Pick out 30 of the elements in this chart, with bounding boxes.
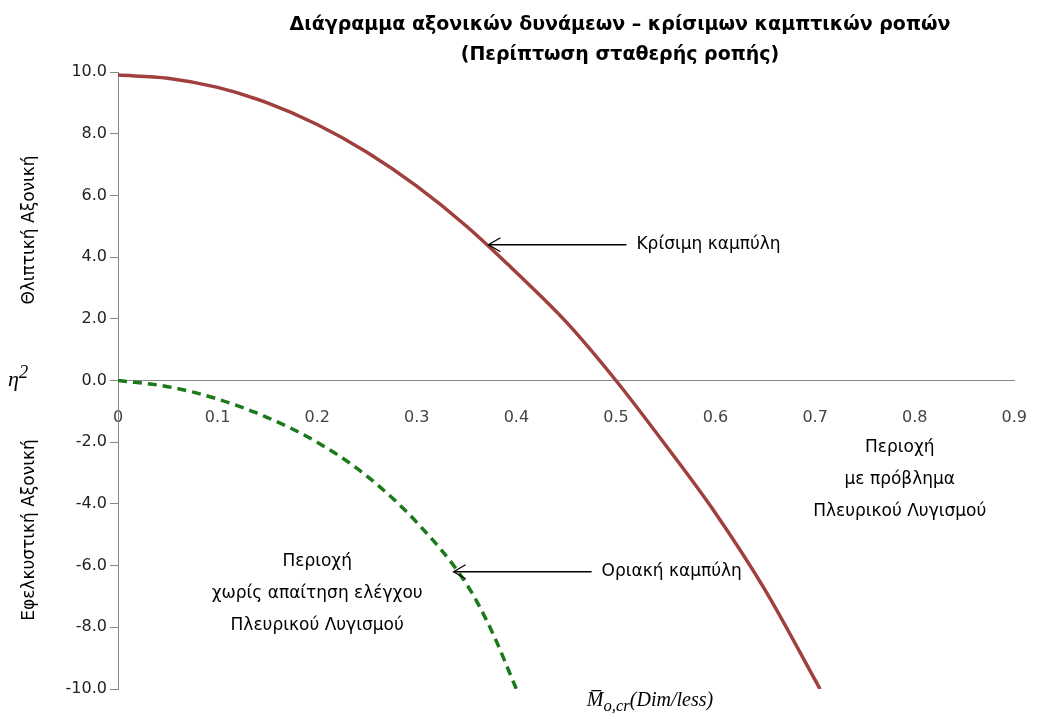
annotation: Οριακή καμπύλη (601, 560, 742, 581)
y-tick-label: 0.0 (81, 369, 107, 389)
x-tick-label: 0.8 (901, 407, 928, 427)
y-tick-label: -10.0 (65, 678, 107, 698)
x-tick-label: 0.9 (1001, 407, 1027, 427)
y-tick-label: -4.0 (75, 493, 107, 513)
annotation: Κρίσιμη καμπύλη (636, 233, 781, 254)
y-tick-label: 4.0 (81, 246, 107, 266)
y-tick-label: -6.0 (75, 554, 107, 574)
x-tick-label: 0.6 (702, 407, 729, 427)
y-tick-label: 8.0 (81, 122, 107, 142)
x-tick-label: 0.3 (404, 407, 430, 427)
x-axis-title: M̅$_{o,cr}$(Dim/less) (585, 688, 715, 716)
y-tick-label: -8.0 (75, 616, 107, 636)
y-tick-label: 2.0 (81, 307, 107, 327)
annotation: Περιοχή με πρόβλημα Πλευρικού Λυγισμού (813, 435, 987, 520)
x-tick-label: 0.7 (802, 407, 828, 427)
y-tick-label: 6.0 (81, 184, 107, 204)
y-axis-title: η$^{2}$ (8, 362, 29, 393)
text: Εφελκυστική Αξονική (18, 439, 39, 621)
x-tick-label: 0.4 (503, 407, 530, 427)
chart-subtitle: (Περίπτωση σταθερής ροπής) (459, 41, 781, 66)
x-tick-label: 0.1 (204, 407, 231, 427)
x-tick-label: 0.5 (603, 407, 629, 427)
annotation: Περιοχή χωρίς απαίτηση ελέγχου Πλευρικού Λυγισμού (211, 549, 423, 634)
text: Θλιπτική Αξονική (18, 155, 39, 305)
x-tick-label: 0.2 (304, 407, 330, 427)
y-tick-label: -2.0 (75, 431, 107, 451)
chart-title: Διάγραμμα αξονικών δυνάμεων – κρίσιμων καμπτικών ροπών (288, 11, 952, 36)
y-tick-label: 10.0 (71, 61, 107, 81)
